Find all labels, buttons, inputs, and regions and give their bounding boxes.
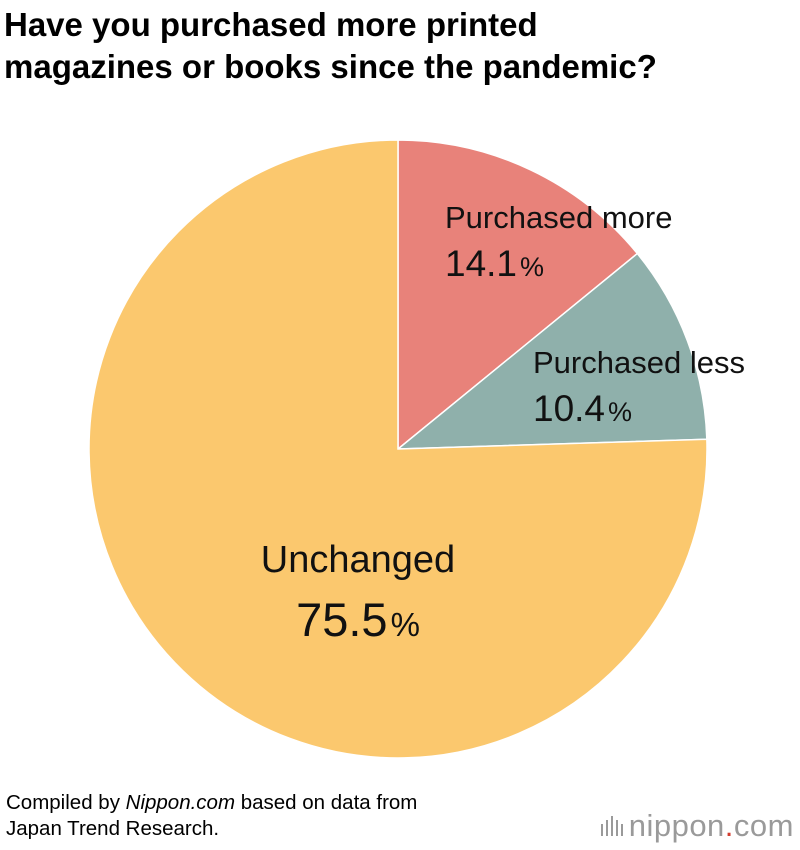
slice-label-purchased-less: Purchased less — [533, 345, 745, 380]
nippon-logo: nippon.com — [600, 808, 794, 844]
source-name: Nippon.com — [125, 791, 236, 814]
logo-text: nippon.com — [628, 808, 794, 843]
bars-icon — [600, 816, 623, 836]
chart-title-line-1: Have you purchased more printed — [4, 6, 538, 43]
chart-title-line-2: magazines or books since the pandemic? — [4, 48, 657, 85]
source-line-1: Compiled by Nippon.com based on data fro… — [6, 791, 418, 814]
source-line-2: Japan Trend Research. — [6, 817, 220, 840]
slice-value-purchased-more: 14.1% — [445, 243, 544, 284]
slice-value-purchased-less: 10.4% — [533, 388, 632, 429]
logo-dot: . — [724, 808, 734, 843]
slice-label-purchased-more: Purchased more — [445, 200, 672, 235]
pie-slice-unchanged — [88, 139, 708, 759]
slice-label-unchanged: Unchanged — [261, 539, 455, 581]
pie-slice-purchased-more — [397, 139, 639, 451]
pie-slice-purchased-less — [395, 252, 708, 450]
slice-value-unchanged: 75.5% — [296, 593, 420, 646]
chart-title: Have you purchased more printed magazine… — [4, 4, 796, 88]
source-note: Compiled by Nippon.com based on data fro… — [6, 790, 417, 842]
